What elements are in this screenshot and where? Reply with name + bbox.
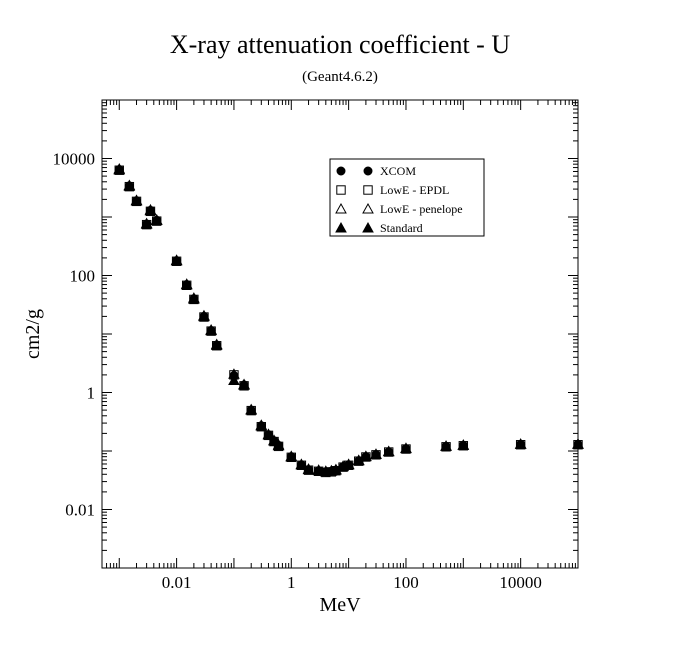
x-tick-label: 0.01 (162, 573, 192, 592)
legend-label-standard: Standard (380, 221, 423, 235)
data-point-standard (130, 194, 143, 206)
plot-frame (101, 99, 579, 569)
legend-label-xcom: XCOM (380, 164, 416, 178)
legend-marker-lowe-penelope (335, 202, 347, 214)
data-point-standard (302, 463, 315, 475)
data-point-standard (400, 442, 412, 454)
y-tick-label: 1 (87, 384, 96, 403)
data-point-standard (360, 450, 372, 462)
chart-subtitle: (Geant4.6.2) (302, 69, 378, 85)
data-point-standard (285, 450, 298, 462)
legend-marker-lowe-epdl (336, 185, 346, 195)
data-point-standard (238, 379, 250, 390)
data-point-standard (245, 404, 258, 415)
data-point-standard (295, 458, 308, 470)
data-point-standard (180, 278, 193, 290)
data-point-standard (272, 439, 285, 451)
legend-box (329, 158, 485, 237)
y-axis-label: cm2/g (22, 309, 44, 359)
data-point-standard (170, 254, 183, 266)
data-markers (113, 163, 584, 478)
x-tick-label: 1 (287, 573, 296, 592)
data-point-standard (382, 445, 395, 457)
minor-ticks (101, 100, 578, 568)
data-point-standard (370, 448, 382, 460)
legend-marker-standard (335, 221, 347, 233)
legend-label-lowe-penelope: LowE - penelope (380, 202, 463, 216)
legend: XCOM LowE - EPDL LowE - penelope Standard (329, 158, 485, 237)
data-point-standard (140, 218, 153, 229)
x-tick-label: 100 (393, 573, 419, 592)
legend-marker-standard (362, 221, 374, 233)
data-point-standard (457, 439, 470, 450)
data-point-standard (144, 204, 157, 216)
data-point-standard (228, 374, 240, 386)
legend-marker-lowe-penelope (362, 202, 374, 214)
legend-marker-xcom (336, 166, 346, 176)
legend-marker-xcom (363, 166, 373, 176)
data-point-standard (440, 440, 452, 451)
x-tick-label: 10000 (499, 573, 542, 592)
data-point-standard (342, 458, 355, 470)
data-point-standard (262, 428, 275, 440)
legend-label-lowe-epdl: LowE - EPDL (380, 183, 449, 197)
y-tick-label: 10000 (53, 150, 96, 169)
y-tick-label: 0.01 (65, 501, 95, 520)
data-point-standard (514, 438, 527, 449)
chart-title: X-ray attenuation coefficient - U (169, 30, 511, 59)
legend-marker-lowe-epdl (363, 185, 373, 195)
data-point-standard (255, 419, 268, 431)
tick-labels: 0.01 1 100 10000 0.01 1 100 10000 (53, 150, 542, 593)
data-point-standard (150, 214, 163, 226)
data-point-standard (123, 180, 136, 191)
data-point-standard (205, 324, 217, 336)
series-standard (113, 163, 584, 477)
y-tick-label: 100 (70, 267, 96, 286)
data-point-standard (198, 310, 210, 322)
data-point-standard (210, 339, 223, 350)
data-point-standard (312, 464, 325, 476)
x-axis-label: MeV (319, 594, 361, 616)
data-point-standard (113, 163, 126, 175)
data-point-standard (268, 435, 280, 446)
data-point-standard (188, 293, 200, 304)
